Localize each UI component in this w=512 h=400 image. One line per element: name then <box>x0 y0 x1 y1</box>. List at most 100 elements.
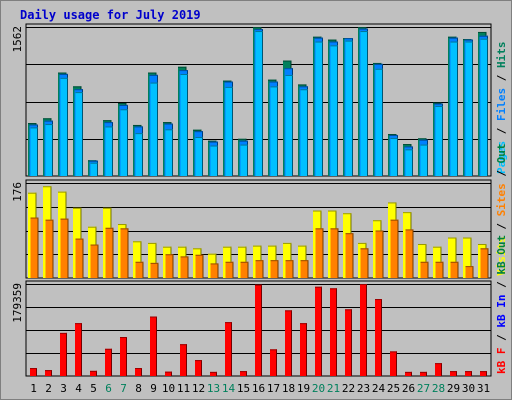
bar-visits-cap <box>343 213 352 215</box>
bar-kbf-cap <box>435 363 442 365</box>
bar-sites-fill <box>225 261 234 278</box>
bar-sites-cap <box>225 261 234 263</box>
bar-kbf-fill <box>390 351 397 376</box>
bar-kbf-fill <box>255 284 262 376</box>
bar-pages-fill <box>375 68 383 176</box>
bar-kbf-fill <box>165 371 172 376</box>
bar-kbf-shade <box>381 299 382 376</box>
day-9-bars <box>150 316 157 376</box>
day-25-bars <box>390 351 397 376</box>
bar-kbf <box>375 299 382 376</box>
bar-visits-cap <box>388 202 397 204</box>
bar-sites-fill <box>315 228 324 278</box>
x-tick-label: 12 <box>192 382 205 395</box>
bar-sites-shade <box>157 262 159 278</box>
day-19-bars <box>298 84 308 176</box>
bar-pages-shade <box>247 144 248 176</box>
bar-kbf-fill <box>75 323 82 376</box>
bar-kbf-shade <box>231 322 232 376</box>
bar-sites-cap <box>120 228 129 230</box>
bar-kbf <box>195 360 202 376</box>
bar-kbf-fill <box>375 299 382 376</box>
bar-kbf-fill <box>150 316 157 376</box>
day-16-bars <box>253 245 264 278</box>
bar-pages-shade <box>322 41 323 176</box>
bar-pages-cap <box>435 105 443 107</box>
bar-kbf <box>420 371 427 376</box>
bar-sites-cap <box>390 219 399 221</box>
bar-kbf <box>405 371 412 376</box>
bar-visits-fill <box>448 237 457 278</box>
legend-item: Files <box>495 88 508 121</box>
bar-kbf-shade <box>276 349 277 376</box>
bar-files-cap <box>344 38 353 40</box>
bar-pages-fill <box>300 89 308 176</box>
bar-visits-cap <box>73 207 82 209</box>
bar-sites-shade <box>442 261 444 278</box>
bar-pages-shade <box>442 105 443 176</box>
day-7-bars <box>120 337 127 376</box>
day-27-bars <box>418 138 428 176</box>
day-31-bars <box>480 371 487 376</box>
bar-pages-cap <box>240 144 248 146</box>
day-15-bars <box>240 371 247 376</box>
bar-files-cap <box>329 41 338 43</box>
bar-pages-fill <box>255 31 263 177</box>
bar-kbf-shade <box>261 284 262 376</box>
bar-kbf-fill <box>405 371 412 376</box>
bar-sites-shade <box>307 260 309 278</box>
bar-sites-shade <box>472 266 474 278</box>
bar-pages-fill <box>75 92 83 176</box>
x-tick-label: 14 <box>222 382 236 395</box>
bar-kbf-fill <box>270 349 277 376</box>
day-18-bars <box>285 310 292 376</box>
x-tick-label: 21 <box>327 382 340 395</box>
day-22-bars <box>345 309 352 376</box>
bar-kbf-shade <box>396 351 397 376</box>
day-11-bars <box>178 66 188 176</box>
bar-pages-fill <box>195 136 203 176</box>
bar-sites-fill <box>210 263 219 278</box>
bar-sites-shade <box>397 219 399 278</box>
bar-kbf-cap <box>405 371 412 373</box>
bar-kbf <box>240 371 247 376</box>
bar-sites-fill <box>450 261 459 278</box>
day-14-bars <box>225 322 232 376</box>
bar-sites-cap <box>135 261 144 263</box>
bar-kbf-fill <box>240 371 247 376</box>
bar-kbf-shade <box>366 284 367 376</box>
bar-pages <box>30 127 38 176</box>
bar-pages-fill <box>405 149 413 176</box>
bar-kbf <box>330 288 337 376</box>
bar-files-cap <box>419 139 428 141</box>
bar-files-cap <box>254 29 263 31</box>
bar-sites <box>105 227 114 278</box>
bar-kbf-cap <box>165 371 172 373</box>
day-20-bars <box>315 286 322 376</box>
bar-kbf-fill <box>180 344 187 376</box>
bar-sites-shade <box>112 227 114 278</box>
bar-sites <box>375 230 384 278</box>
bar-pages-shade <box>37 127 38 176</box>
bar-sites-cap <box>480 248 489 250</box>
bar-sites-fill <box>390 219 399 278</box>
bar-sites-shade <box>52 219 54 278</box>
bar-pages-shade <box>97 162 98 176</box>
bar-visits-cap <box>163 246 172 248</box>
bar-kbf-cap <box>210 371 217 373</box>
bar-sites-shade <box>367 248 369 278</box>
bar-kbf-fill <box>105 348 112 376</box>
y-max-label: 179359 <box>11 283 24 323</box>
bar-kbf-shade <box>141 368 142 376</box>
x-tick-label: 2 <box>45 382 52 395</box>
bar-kbf <box>360 284 367 376</box>
bar-hits-cap <box>133 124 142 126</box>
bar-sites-fill <box>480 248 489 278</box>
day-5-bars <box>88 160 98 176</box>
bar-pages-cap <box>135 133 143 135</box>
bar-kbf <box>435 363 442 376</box>
bar-hits-cap <box>403 144 412 146</box>
legend-item: kB In <box>495 295 508 328</box>
bar-sites-cap <box>405 229 414 231</box>
day-27-bars <box>418 243 429 278</box>
